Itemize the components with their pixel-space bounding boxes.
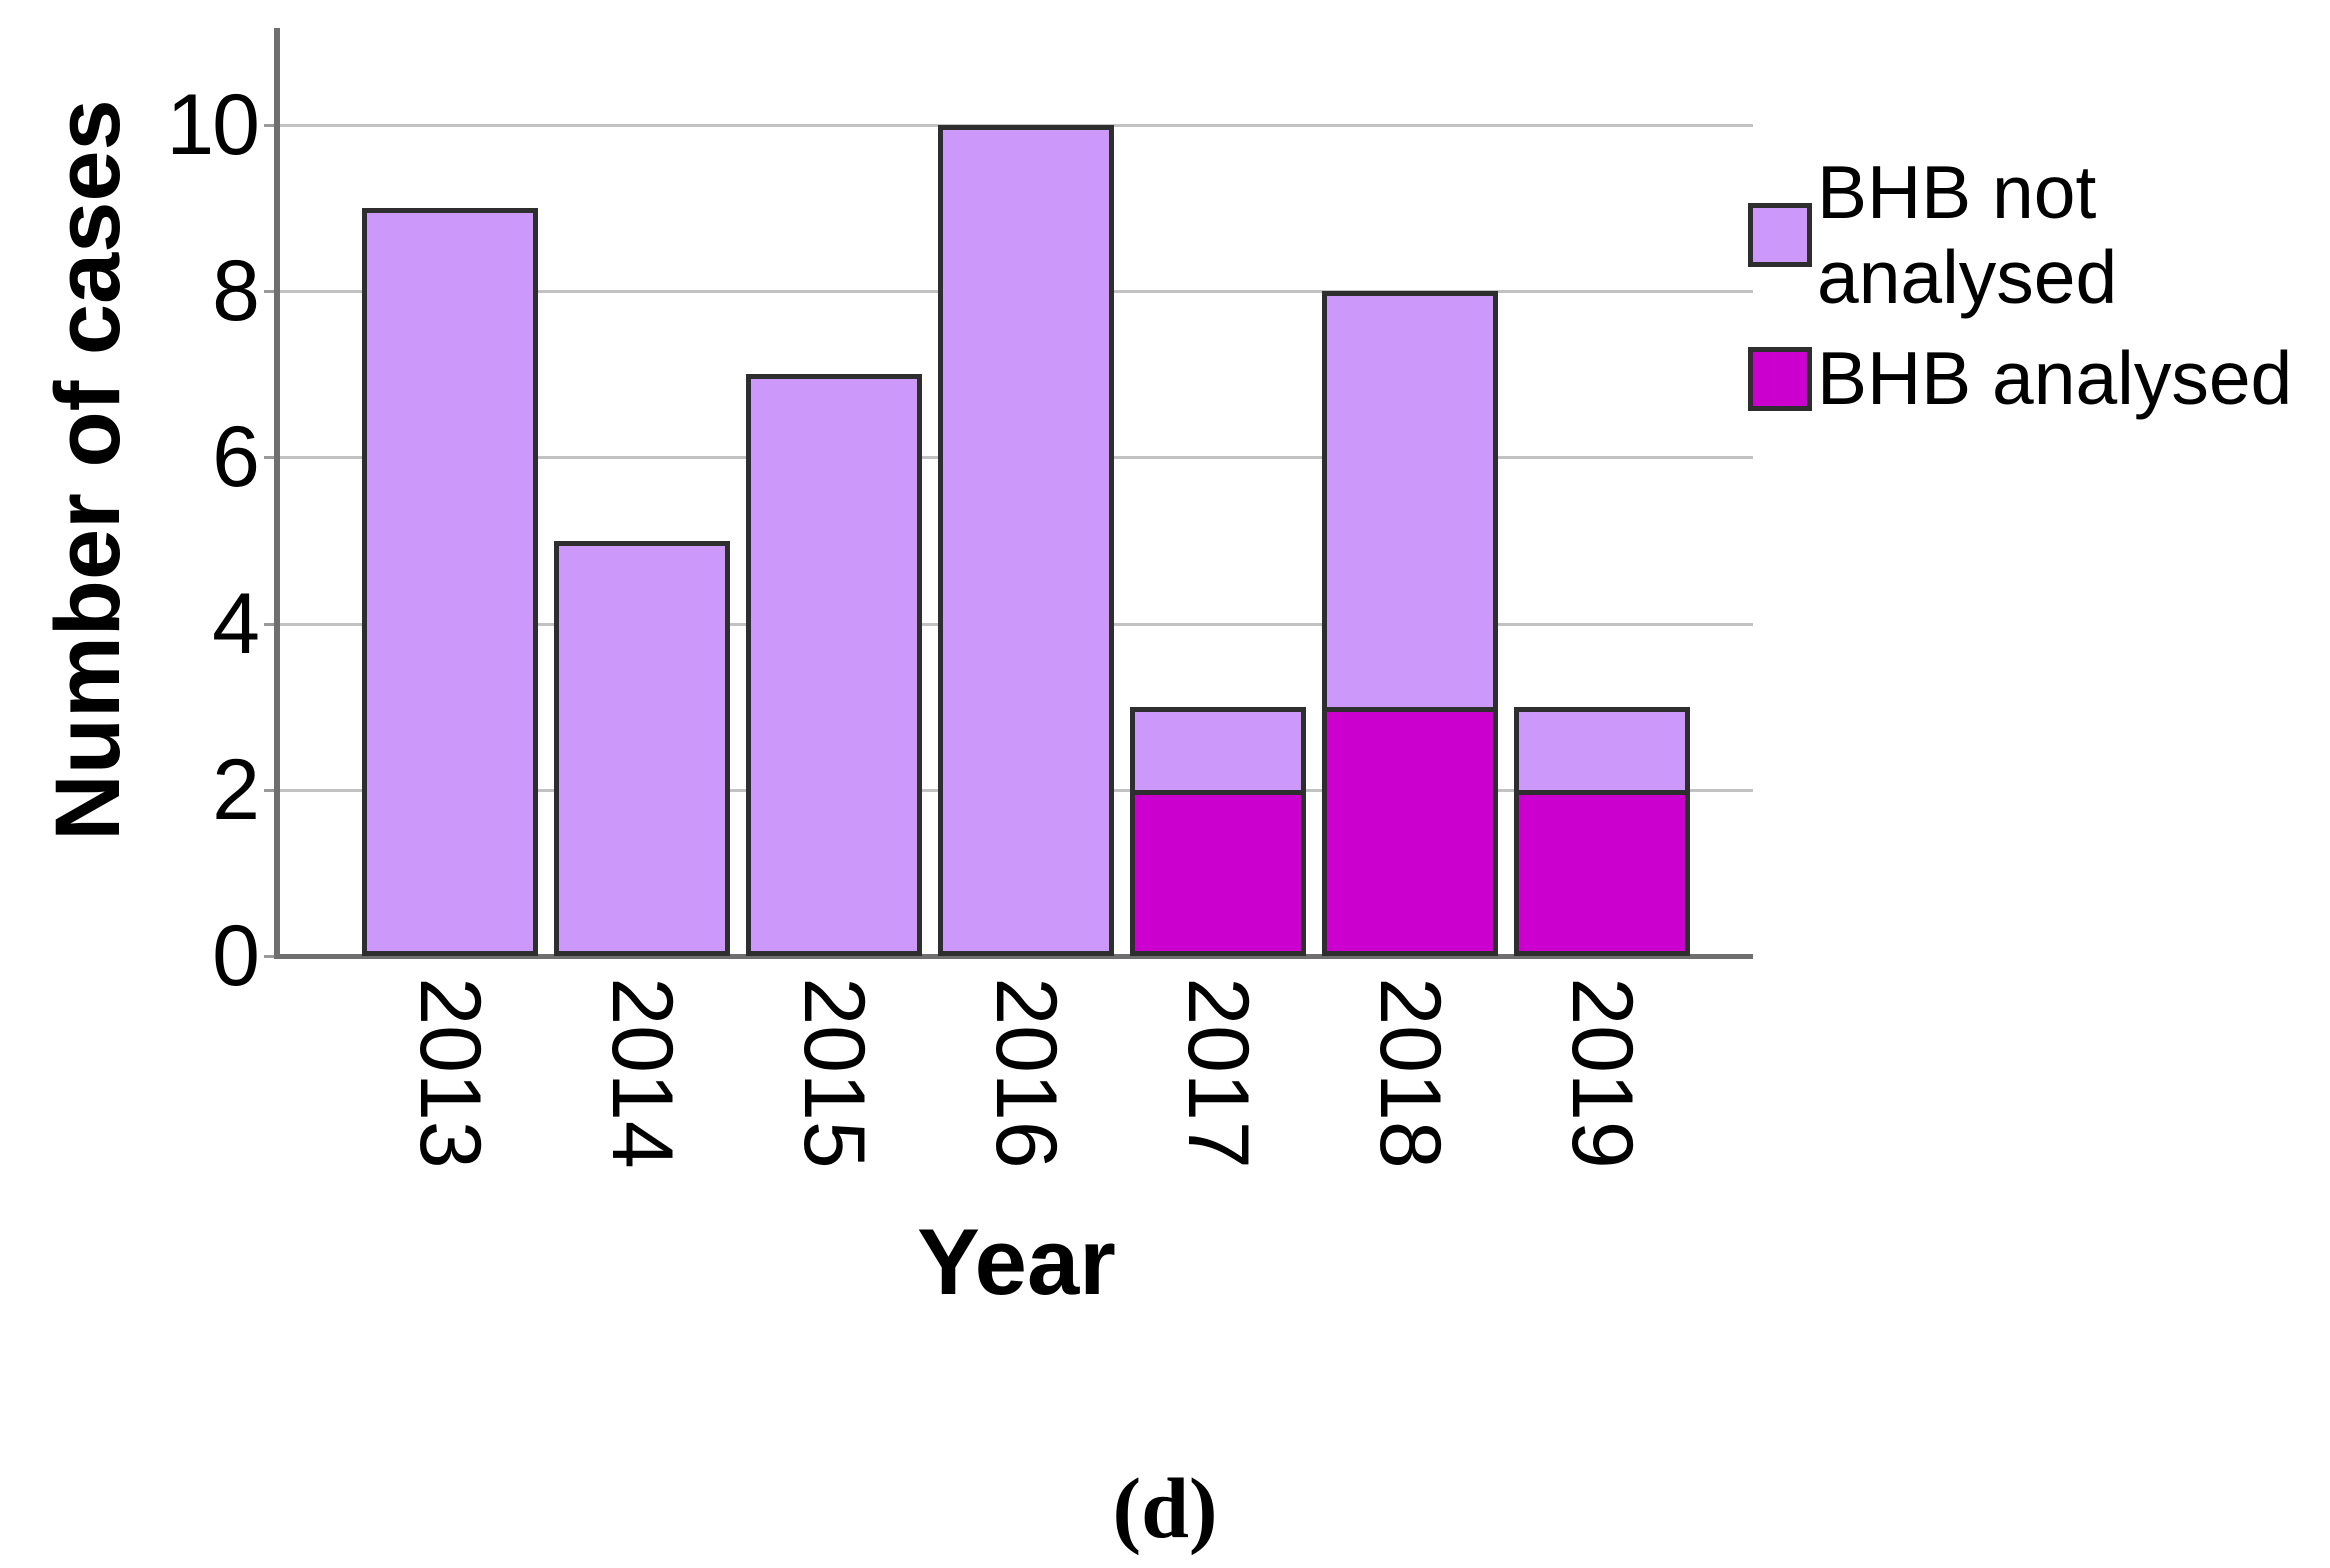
x-axis-line: [274, 954, 1753, 959]
legend-label: BHB not analysed: [1817, 150, 2118, 319]
legend-swatch: [1748, 346, 1812, 411]
x-tick-label-text: 2015: [786, 977, 882, 1169]
bar-2014-segment-bhb-not-analysed: [554, 540, 730, 956]
figure-caption: (d): [1112, 1460, 1218, 1556]
y-tick-label-2: 2: [212, 741, 260, 838]
y-tick-label-10: 10: [166, 77, 260, 173]
x-axis-title: Year: [917, 1209, 1116, 1314]
bar-2019-segment-bhb-analysed: [1514, 789, 1690, 956]
y-axis-tick-8: [264, 290, 280, 294]
y-tick-label-6: 6: [212, 409, 260, 506]
x-tick-label-text: 2017: [1170, 977, 1266, 1169]
bar-2016-segment-bhb-not-analysed: [938, 125, 1114, 956]
legend-label: BHB analysed: [1817, 336, 2293, 420]
y-tick-label-8: 8: [212, 243, 260, 340]
y-axis-line: [274, 28, 280, 958]
legend-swatch: [1748, 203, 1812, 267]
bar-2013-segment-bhb-not-analysed: [362, 208, 538, 956]
y-tick-label-4: 4: [212, 575, 260, 672]
x-tick-label-text: 2018: [1362, 977, 1458, 1169]
x-tick-label-text: 2019: [1554, 977, 1650, 1169]
bar-2017-segment-bhb-analysed: [1130, 789, 1306, 956]
bar-2017-segment-bhb-not-analysed: [1130, 706, 1306, 795]
y-axis-tick-10: [264, 124, 280, 127]
y-axis-tick-6: [264, 456, 280, 460]
y-axis-tick-2: [264, 788, 280, 792]
x-tick-label-text: 2014: [594, 977, 690, 1169]
legend: BHB not analysed BHB analysed: [1748, 150, 2292, 421]
bar-2015-segment-bhb-not-analysed: [746, 374, 922, 956]
bar-2019-segment-bhb-not-analysed: [1514, 706, 1690, 795]
y-axis-tick-4: [264, 622, 280, 626]
legend-item-2: BHB analysed: [1748, 336, 2292, 421]
legend-item-1: BHB not analysed: [1748, 150, 2292, 320]
y-tick-label-0: 0: [212, 908, 260, 1004]
y-axis-tick-0: [264, 955, 280, 958]
bar-2018-segment-bhb-not-analysed: [1322, 291, 1498, 712]
bar-2018-segment-bhb-analysed: [1322, 706, 1498, 956]
x-tick-label-text: 2013: [402, 977, 498, 1169]
x-tick-label-text: 2016: [978, 977, 1074, 1169]
